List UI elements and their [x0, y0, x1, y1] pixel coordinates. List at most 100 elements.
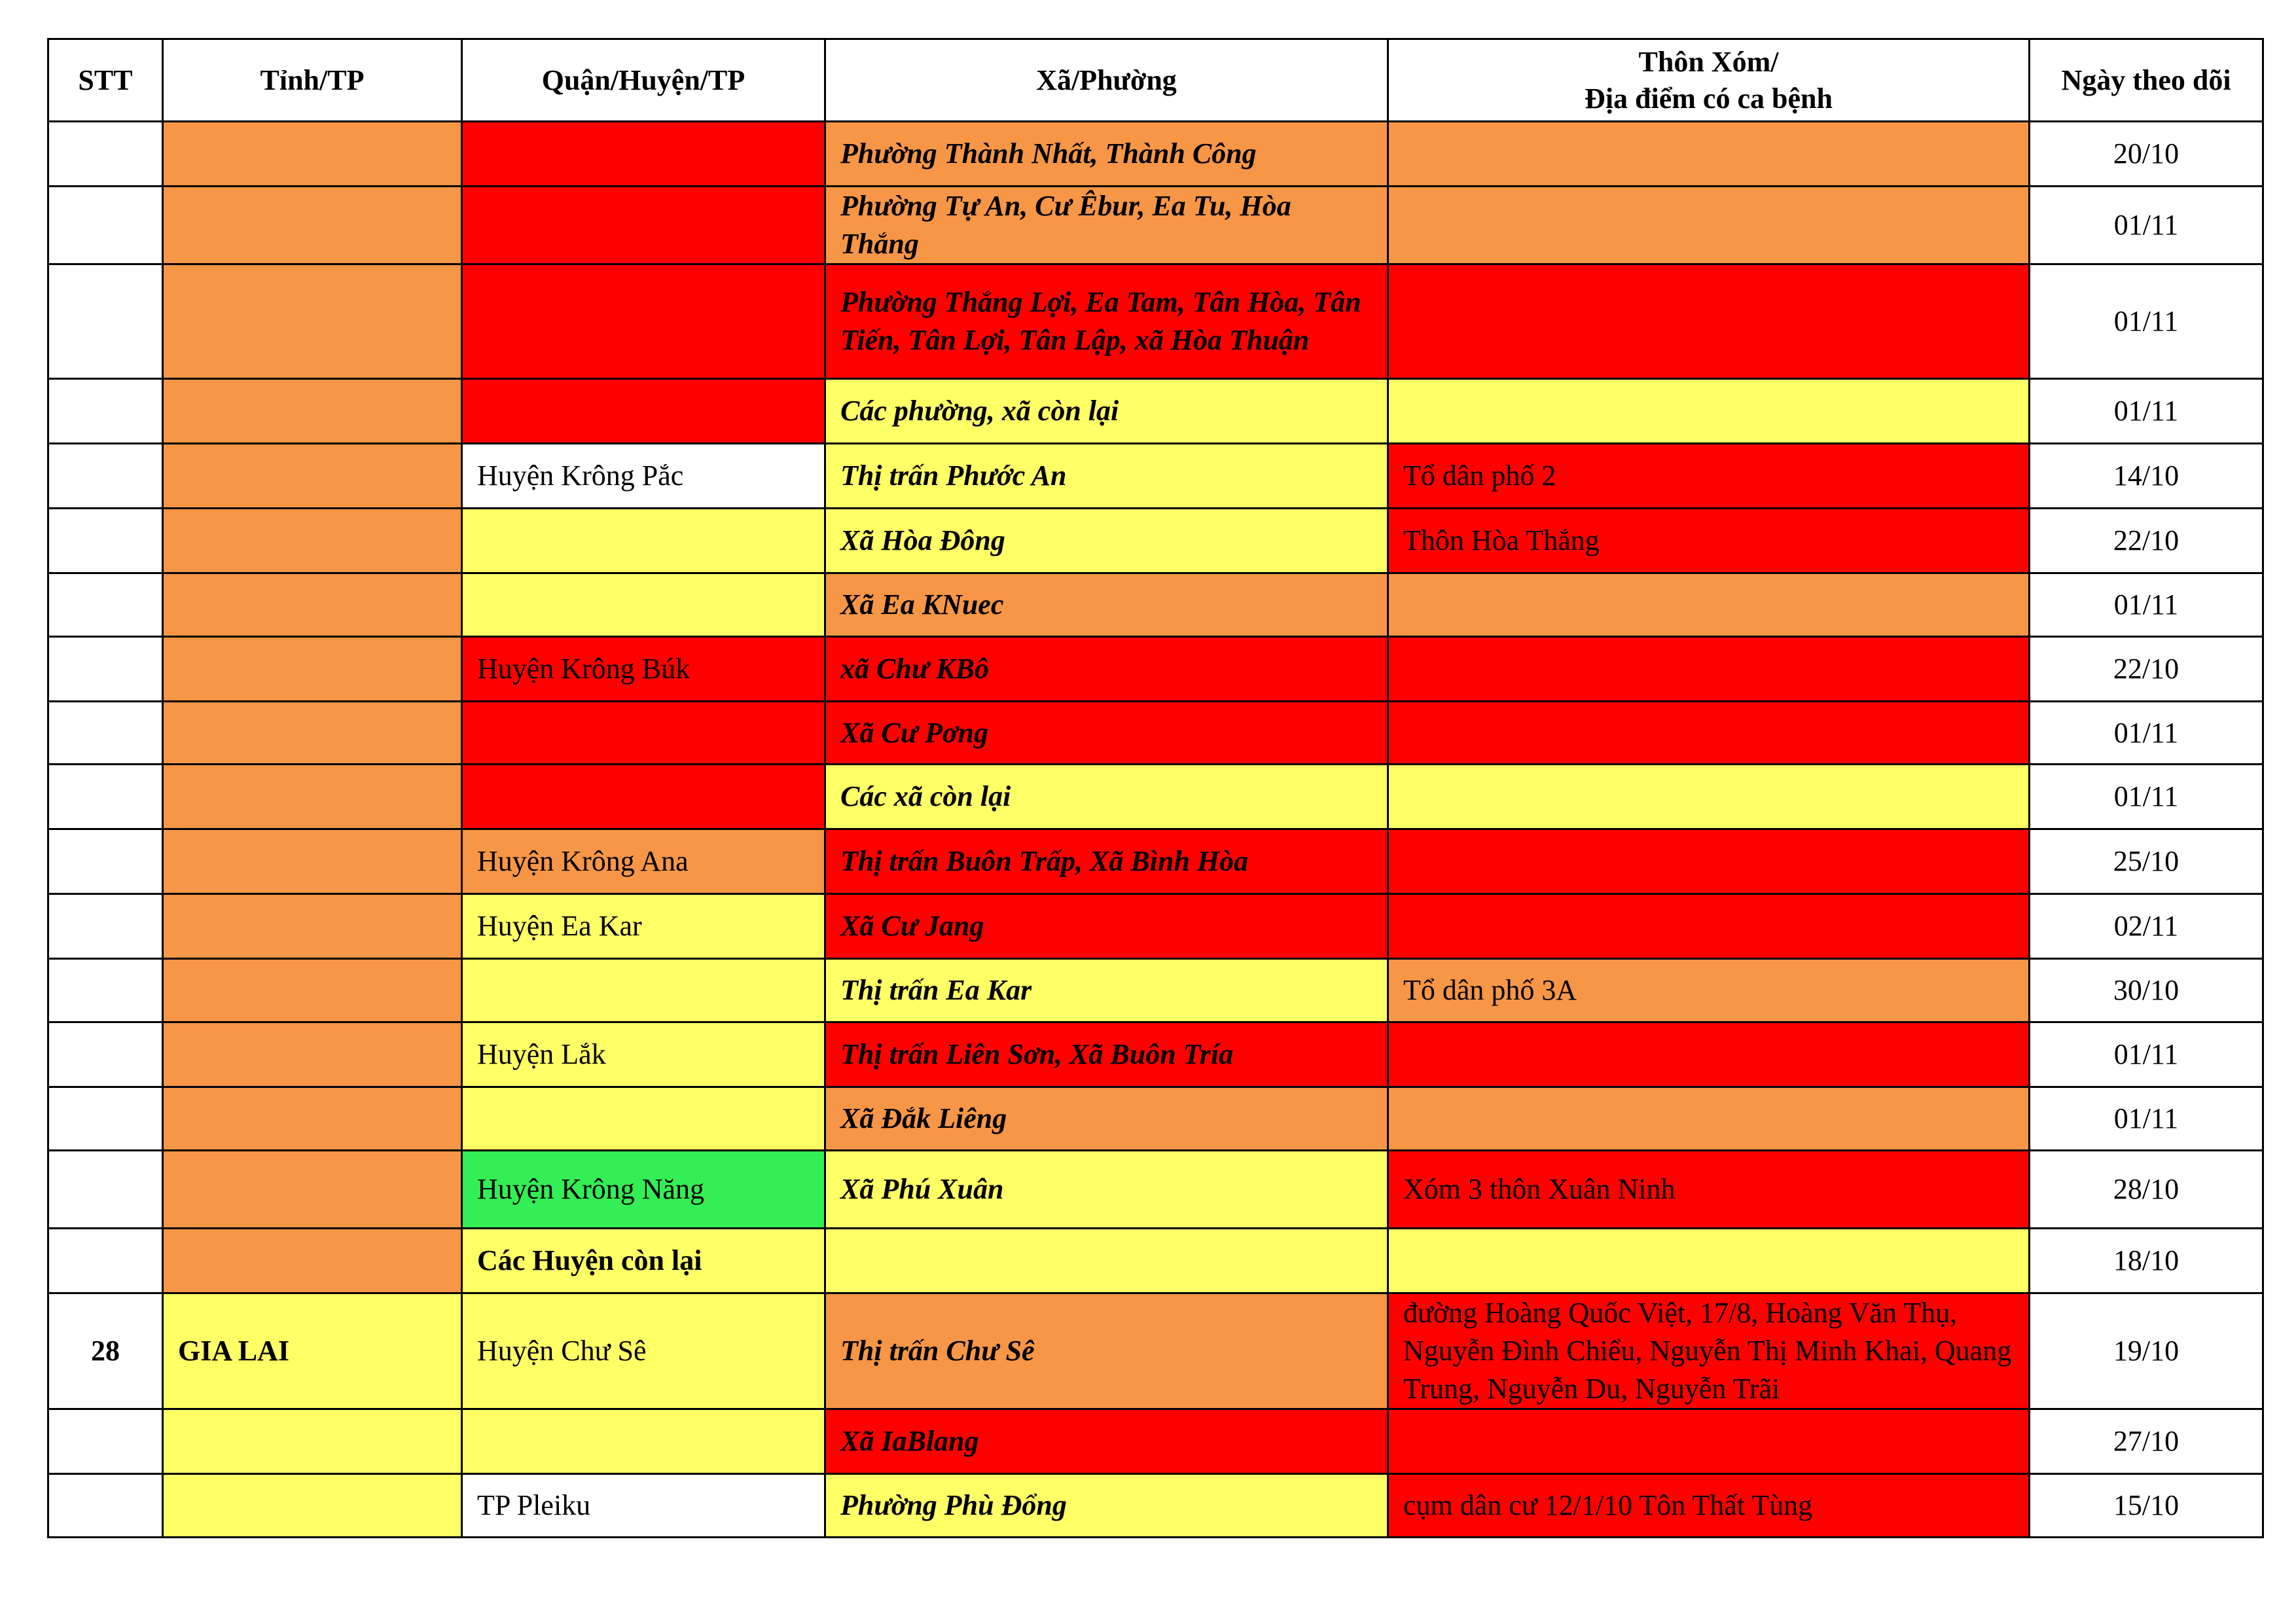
province-cell [162, 1149, 463, 1229]
table-row: Các xã còn lại 01/11 [47, 763, 2264, 830]
stt-cell [47, 700, 164, 765]
stt-cell [47, 1227, 164, 1294]
district-cell [461, 1086, 826, 1151]
district-cell [461, 763, 826, 830]
district-cell [461, 1408, 826, 1475]
stt-cell [47, 763, 164, 830]
header-date: Ngày theo dõi [2028, 38, 2264, 122]
table-row: Xã Hòa Đông Thôn Hòa Thắng 22/10 [47, 507, 2264, 574]
date-cell: 01/11 [2028, 700, 2264, 765]
location-cell: Tổ dân phố 2 [1387, 442, 2030, 509]
stt-cell: 28 [47, 1292, 164, 1410]
table-row: Phường Thành Nhất, Thành Công 20/10 [47, 120, 2264, 187]
location-cell [1387, 1021, 2030, 1088]
province-cell: GIA LAI [162, 1292, 463, 1410]
commune-cell: Xã Hòa Đông [824, 507, 1389, 574]
commune-cell: Xã Phú Xuân [824, 1149, 1389, 1229]
table-row: TP Pleiku Phường Phù Đổng cụm dân cư 12/1/… [47, 1473, 2264, 1538]
header-row: STT Tỉnh/TP Quận/Huyện/TP Xã/Phường Thôn… [47, 38, 2264, 122]
location-cell: Tổ dân phố 3A [1387, 958, 2030, 1023]
province-cell [162, 1021, 463, 1088]
province-cell [162, 507, 463, 574]
commune-cell: Thị trấn Liên Sơn, Xã Buôn Tría [824, 1021, 1389, 1088]
commune-cell: Xã IaBlang [824, 1408, 1389, 1475]
table-row: Xã Ea KNuec 01/11 [47, 572, 2264, 638]
province-cell [162, 185, 463, 265]
location-cell [1387, 378, 2030, 444]
district-cell: TP Pleiku [461, 1473, 826, 1538]
district-cell [461, 263, 826, 380]
location-cell [1387, 1227, 2030, 1294]
commune-cell: Các xã còn lại [824, 763, 1389, 830]
commune-cell: Xã Cư Pơng [824, 700, 1389, 765]
location-cell [1387, 120, 2030, 187]
stt-cell [47, 636, 164, 702]
date-cell: 27/10 [2028, 1408, 2264, 1475]
table-row: Các Huyện còn lại 18/10 [47, 1227, 2264, 1294]
stt-cell [47, 572, 164, 638]
table-row: Các phường, xã còn lại 01/11 [47, 378, 2264, 444]
header-location-line2: Địa điểm có ca bệnh [1585, 82, 1833, 115]
location-cell [1387, 700, 2030, 765]
commune-cell: Thị trấn Buôn Trấp, Xã Bình Hòa [824, 828, 1389, 895]
district-cell [461, 572, 826, 638]
location-cell: Thôn Hòa Thắng [1387, 507, 2030, 574]
date-cell: 19/10 [2028, 1292, 2264, 1410]
stt-cell [47, 958, 164, 1023]
table-row: Huyện Krông Pắc Thị trấn Phước An Tổ dân p… [47, 442, 2264, 509]
location-cell [1387, 893, 2030, 960]
province-cell [162, 572, 463, 638]
commune-cell: xã Chư KBô [824, 636, 1389, 702]
commune-cell: Xã Cư Jang [824, 893, 1389, 960]
district-cell [461, 958, 826, 1023]
province-cell [162, 1227, 463, 1294]
district-cell [461, 378, 826, 444]
date-cell: 01/11 [2028, 263, 2264, 380]
case-tracking-table: STT Tỉnh/TP Quận/Huyện/TP Xã/Phường Thôn… [47, 38, 2264, 1538]
district-cell [461, 185, 826, 265]
stt-cell [47, 1149, 164, 1229]
district-cell [461, 120, 826, 187]
province-cell [162, 1408, 463, 1475]
date-cell: 22/10 [2028, 636, 2264, 702]
stt-cell [47, 263, 164, 380]
commune-cell: Xã Ea KNuec [824, 572, 1389, 638]
district-cell: Huyện Krông Năng [461, 1149, 826, 1229]
district-cell: Huyện Krông Pắc [461, 442, 826, 509]
location-cell: Xóm 3 thôn Xuân Ninh [1387, 1149, 2030, 1229]
stt-cell [47, 1086, 164, 1151]
table-row: Thị trấn Ea Kar Tổ dân phố 3A 30/10 [47, 958, 2264, 1023]
location-cell [1387, 1408, 2030, 1475]
location-cell [1387, 572, 2030, 638]
table-row: Xã IaBlang 27/10 [47, 1408, 2264, 1475]
commune-cell: Thị trấn Phước An [824, 442, 1389, 509]
date-cell: 15/10 [2028, 1473, 2264, 1538]
table-row: Xã Cư Pơng 01/11 [47, 700, 2264, 765]
province-cell [162, 120, 463, 187]
province-cell [162, 828, 463, 895]
province-cell [162, 893, 463, 960]
date-cell: 02/11 [2028, 893, 2264, 960]
header-district: Quận/Huyện/TP [461, 38, 826, 122]
commune-cell: Phường Phù Đổng [824, 1473, 1389, 1538]
date-cell: 01/11 [2028, 378, 2264, 444]
date-cell: 18/10 [2028, 1227, 2264, 1294]
date-cell: 28/10 [2028, 1149, 2264, 1229]
stt-cell [47, 185, 164, 265]
province-cell [162, 442, 463, 509]
commune-cell: Thị trấn Ea Kar [824, 958, 1389, 1023]
province-cell [162, 378, 463, 444]
province-cell [162, 263, 463, 380]
province-cell [162, 1473, 463, 1538]
stt-cell [47, 378, 164, 444]
location-cell [1387, 763, 2030, 830]
location-cell [1387, 828, 2030, 895]
date-cell: 01/11 [2028, 185, 2264, 265]
table-row: 28 GIA LAI Huyện Chư Sê Thị trấn Chư Sê đườn… [47, 1292, 2264, 1410]
district-cell: Huyện Krông Búk [461, 636, 826, 702]
table-row: Xã Đắk Liêng 01/11 [47, 1086, 2264, 1151]
stt-cell [47, 442, 164, 509]
date-cell: 30/10 [2028, 958, 2264, 1023]
date-cell: 01/11 [2028, 1021, 2264, 1088]
table-row: Huyện Krông Ana Thị trấn Buôn Trấp, Xã Bì… [47, 828, 2264, 895]
